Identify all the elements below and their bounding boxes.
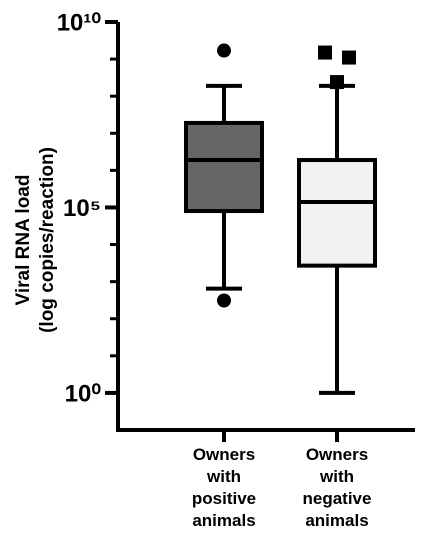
outlier: [330, 75, 344, 90]
outlier: [342, 50, 356, 65]
y-label: (log copies/reaction): [37, 147, 58, 333]
y-tick-label: 10⁵: [63, 195, 101, 222]
x-tick-label: Owners with positive animals: [191, 445, 257, 530]
y-tick-label: 10⁰: [65, 380, 102, 407]
x-tick-label: Owners with negative animals: [302, 445, 372, 530]
outlier: [217, 43, 231, 58]
box: [297, 158, 377, 268]
outlier: [217, 293, 231, 308]
box: [184, 120, 264, 214]
y-label: Viral RNA load: [13, 175, 34, 306]
outlier: [318, 45, 332, 60]
y-tick-label: 10¹⁰: [57, 9, 102, 36]
y-label-group: Viral RNA load (log copies/reaction): [13, 147, 58, 333]
